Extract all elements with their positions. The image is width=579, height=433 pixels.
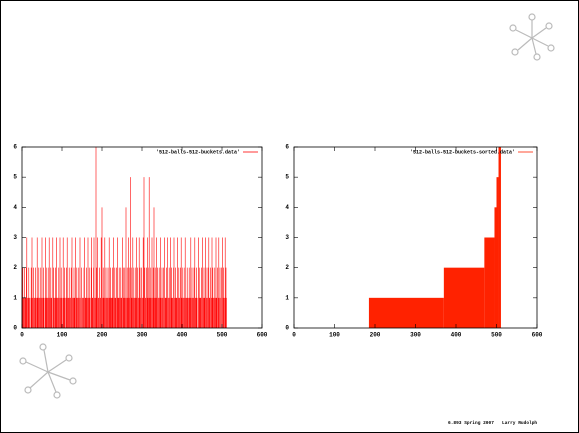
y-tick-label: 4	[13, 204, 17, 211]
x-tick-label: 100	[57, 332, 68, 339]
step-bar	[484, 237, 495, 328]
y-tick-label: 2	[285, 264, 289, 271]
x-tick-label: 600	[532, 332, 543, 339]
step-bar	[443, 267, 485, 328]
x-tick-label: 300	[410, 332, 421, 339]
x-tick-label: 500	[217, 332, 228, 339]
y-tick-label: 6	[13, 144, 17, 151]
y-tick-label: 3	[13, 234, 17, 241]
x-tick-label: 300	[137, 332, 148, 339]
x-tick-label: 200	[97, 332, 108, 339]
step-bar	[368, 297, 444, 328]
legend-label: '512-balls-512-buckets.data'	[156, 149, 240, 155]
x-tick-label: 200	[370, 332, 381, 339]
footer: 6.893 Spring 2007 Larry Rudolph	[448, 420, 537, 426]
y-tick-label: 6	[285, 144, 289, 151]
snowflake-decoration	[509, 13, 555, 61]
step-bar	[496, 177, 499, 328]
step-bar	[498, 147, 501, 328]
y-tick-label: 5	[13, 174, 17, 181]
x-tick-label: 0	[292, 332, 296, 339]
y-tick-label: 0	[13, 325, 17, 332]
x-tick-label: 0	[20, 332, 24, 339]
y-tick-label: 2	[13, 264, 17, 271]
legend-label: '512-balls-512-buckets-sorted.data'	[410, 149, 515, 155]
step-bar	[494, 207, 497, 328]
snowflake-decoration	[19, 343, 77, 399]
y-tick-label: 0	[285, 325, 289, 332]
x-tick-label: 100	[329, 332, 340, 339]
y-tick-label: 1	[285, 294, 289, 301]
x-tick-label: 600	[257, 332, 268, 339]
y-tick-label: 3	[285, 234, 289, 241]
x-tick-label: 400	[451, 332, 462, 339]
y-tick-label: 5	[285, 174, 289, 181]
x-tick-label: 500	[491, 332, 502, 339]
y-tick-label: 1	[13, 294, 17, 301]
y-tick-label: 4	[285, 204, 289, 211]
x-tick-label: 400	[177, 332, 188, 339]
